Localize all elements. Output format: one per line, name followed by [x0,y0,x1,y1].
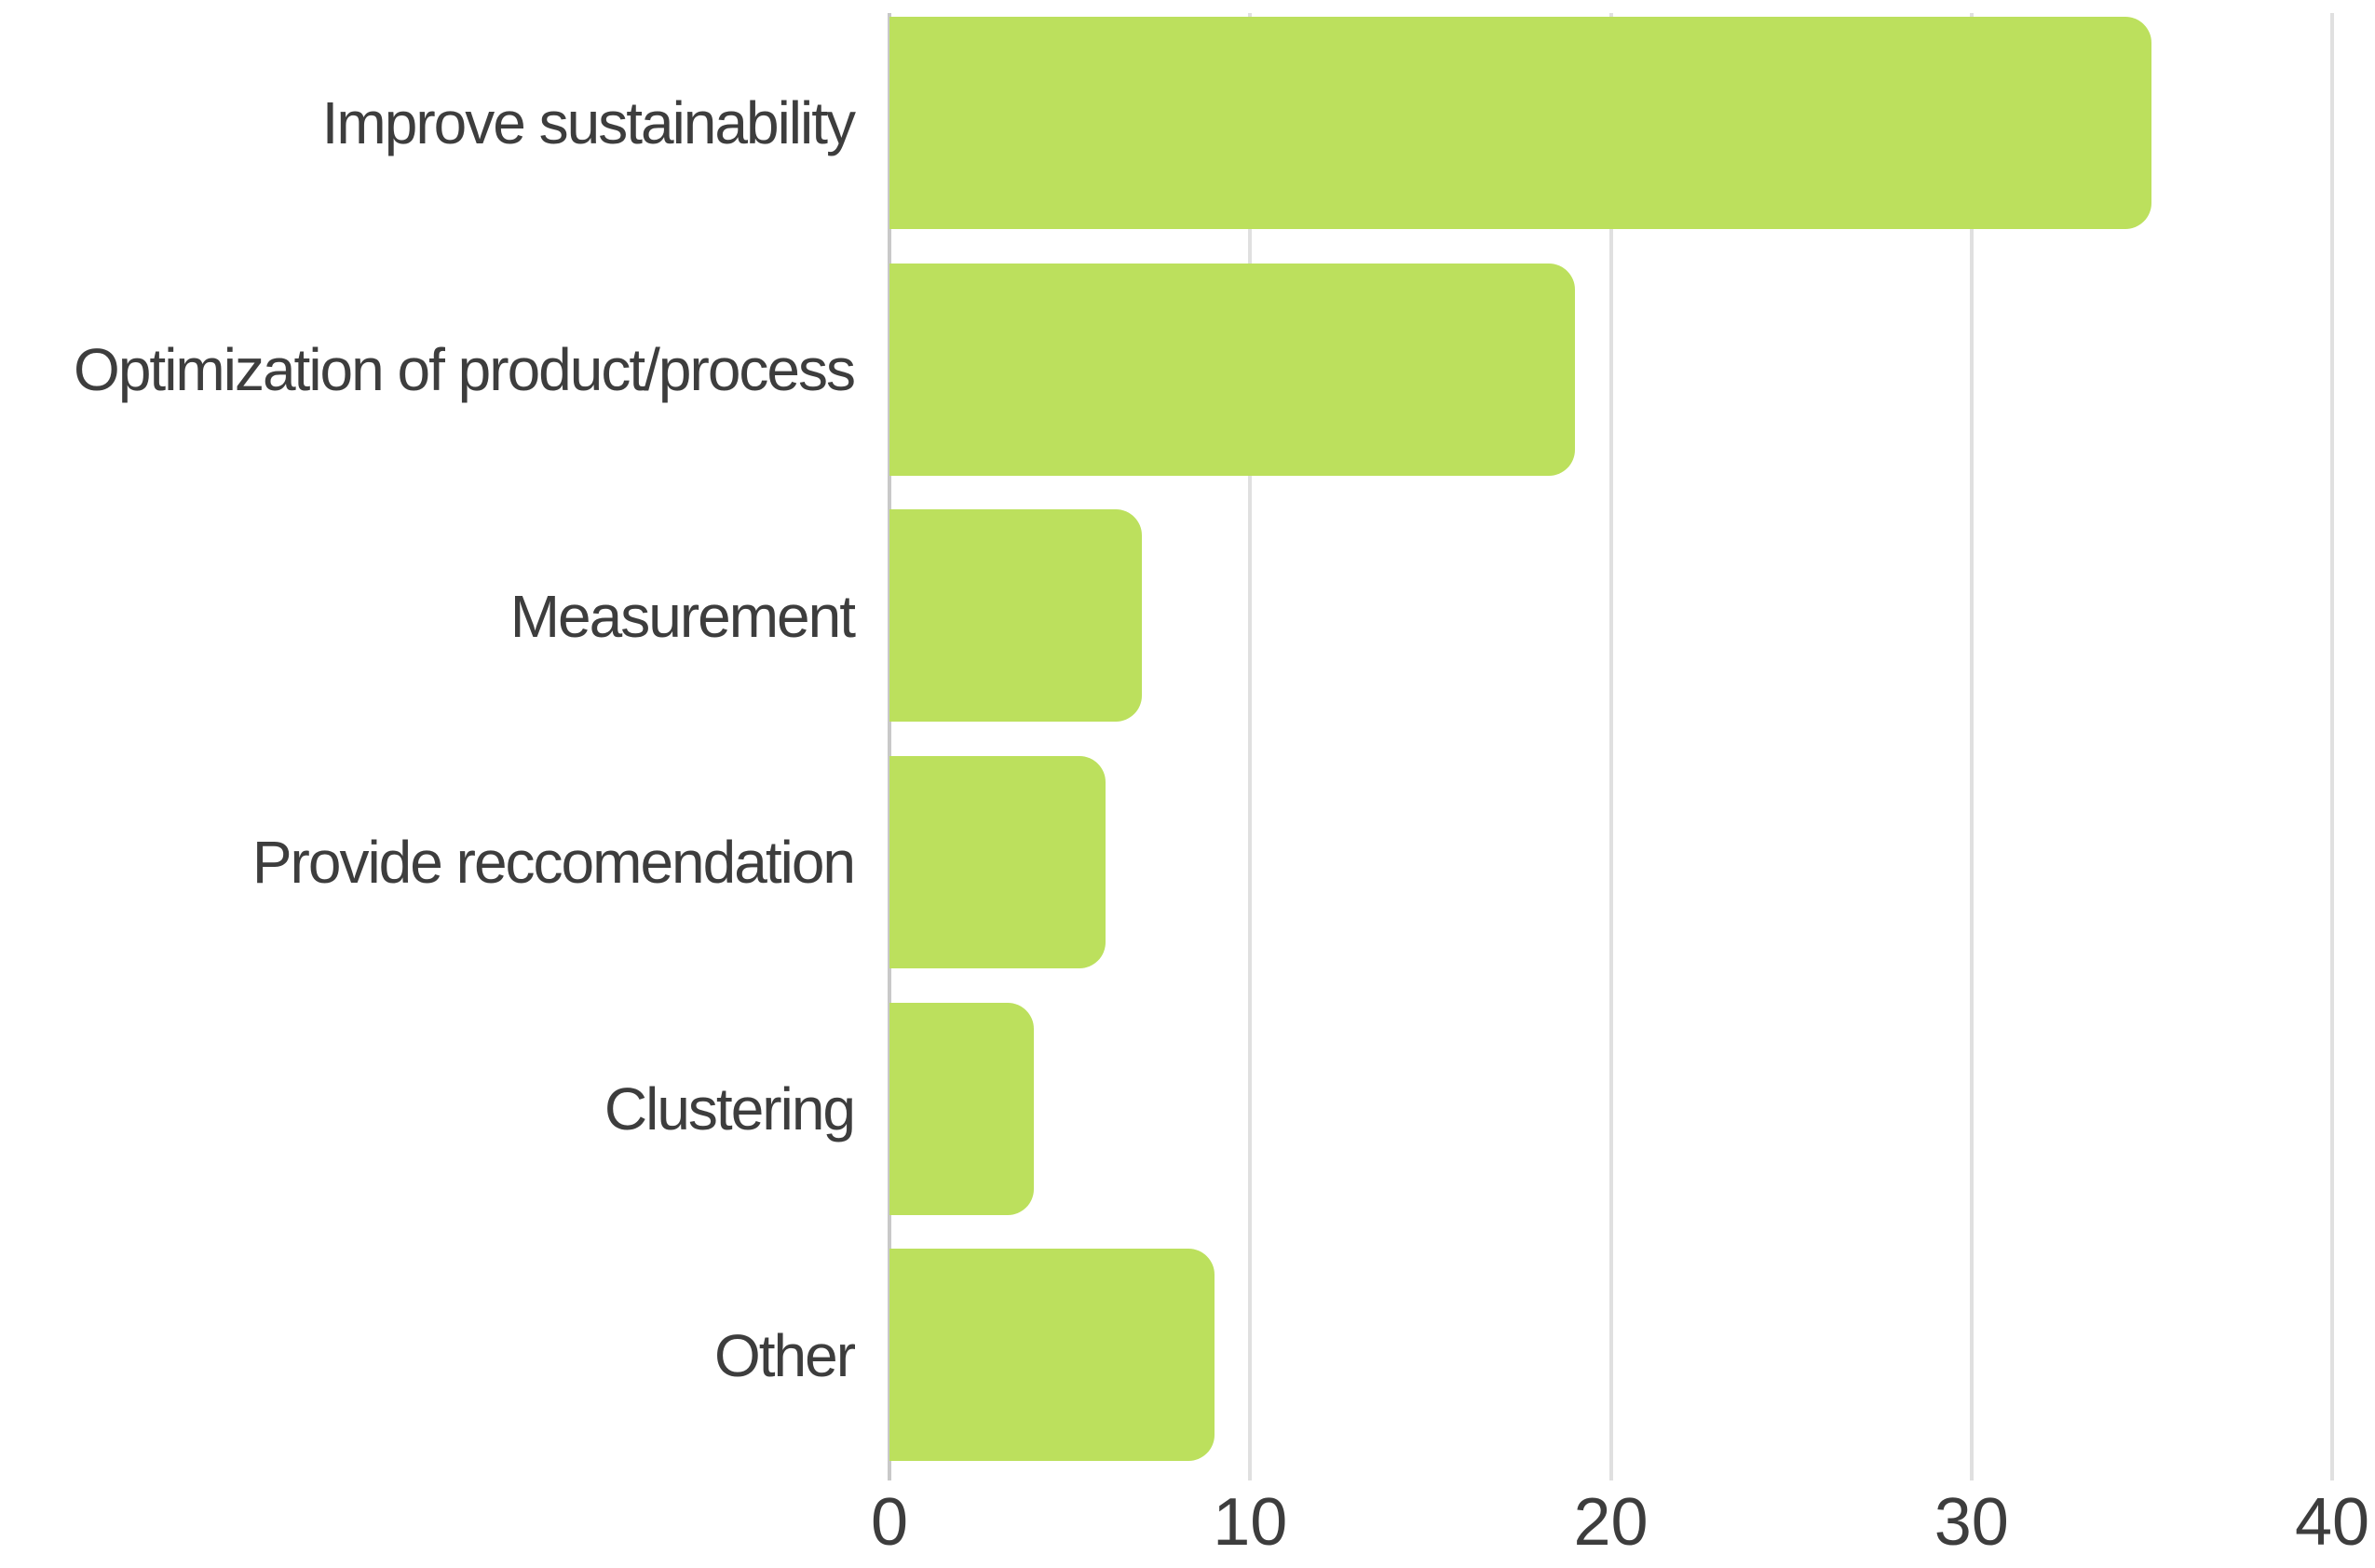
plot-area: Improve sustainability Optimization of p… [0,0,2375,1480]
bar-row: Improve sustainability [0,0,2375,247]
gridline [1248,13,1253,1480]
bar-row: Measurement [0,493,2375,739]
x-tick-label: 40 [2294,1485,2370,1560]
gridline [1608,13,1613,1480]
bar-rows: Improve sustainability Optimization of p… [0,0,2375,1479]
x-axis: 0 10 20 30 40 [0,1485,2375,1568]
x-tick-label: 20 [1573,1485,1649,1560]
category-label: Improve sustainability [321,89,856,157]
bar [889,509,1143,723]
x-tick-label: 10 [1213,1485,1288,1560]
bar-row: Provide reccomendation [0,739,2375,986]
bar [889,1249,1215,1462]
y-axis-line [888,13,891,1480]
x-tick-label: 0 [870,1485,909,1560]
category-label: Clustering [604,1075,856,1143]
gridline [1969,13,1974,1480]
bar-row: Other [0,1232,2375,1479]
category-label: Measurement [509,582,856,650]
bar-row: Optimization of product/process [0,247,2375,493]
gridlines-layer [888,13,2334,1480]
gridline [2330,13,2334,1480]
x-tick-label: 30 [1934,1485,2009,1560]
bar [889,756,1106,969]
bar [889,17,2152,229]
category-label: Other [713,1321,856,1389]
bar [889,263,1575,476]
category-label: Optimization of product/process [74,336,856,403]
bar-row: Clustering [0,986,2375,1233]
bar [889,1002,1034,1215]
category-label: Provide reccomendation [251,829,856,897]
